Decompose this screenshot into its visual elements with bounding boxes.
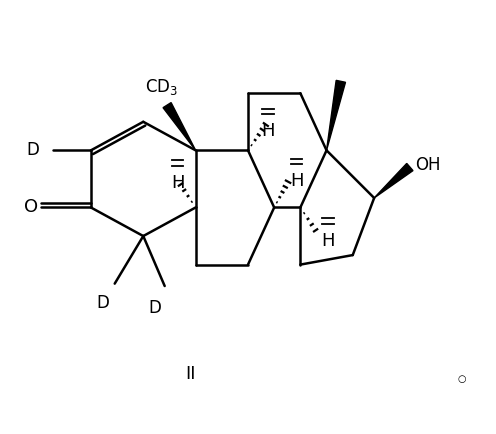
Text: D: D bbox=[149, 299, 162, 317]
Text: CD$_3$: CD$_3$ bbox=[145, 77, 178, 97]
Polygon shape bbox=[163, 102, 195, 150]
Text: ○: ○ bbox=[458, 374, 466, 384]
Text: H: H bbox=[321, 232, 335, 250]
Text: D: D bbox=[96, 294, 109, 312]
Polygon shape bbox=[374, 164, 413, 198]
Text: H: H bbox=[261, 122, 275, 140]
Text: OH: OH bbox=[416, 156, 441, 174]
Polygon shape bbox=[326, 80, 346, 150]
Text: II: II bbox=[186, 365, 196, 383]
Text: H: H bbox=[290, 172, 304, 190]
Text: D: D bbox=[27, 141, 40, 159]
Text: O: O bbox=[24, 198, 39, 217]
Text: H: H bbox=[171, 174, 185, 192]
